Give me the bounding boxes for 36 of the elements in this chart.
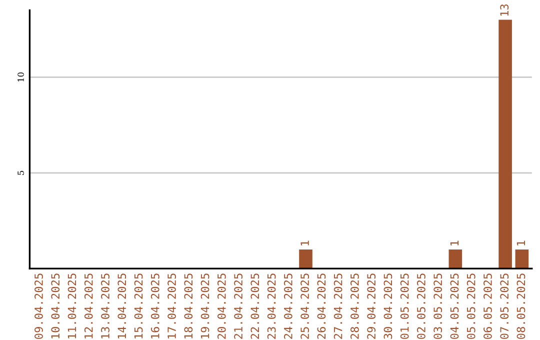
data-label: 13 (500, 4, 509, 16)
x-tick-label: 13.04.2025 (101, 274, 110, 338)
x-tick-label: 03.05.2025 (434, 274, 442, 339)
x-tick-label: 07.05.2025 (500, 274, 509, 339)
x-tick-label: 04.05.2025 (450, 274, 459, 339)
x-tick-label: 28.04.2025 (350, 274, 359, 339)
x-tick-label: 24.04.2025 (284, 274, 292, 339)
data-label: 1 (516, 240, 526, 246)
x-tick-label: 26.04.2025 (317, 274, 326, 339)
x-tick-label: 02.05.2025 (416, 274, 426, 339)
x-tick-label: 12.04.2025 (84, 274, 93, 338)
x-tick-label: 30.04.2025 (384, 274, 392, 339)
data-label: 1 (300, 240, 309, 246)
x-tick-label: 20.04.2025 (217, 274, 226, 339)
x-tick-label: 15.04.2025 (134, 274, 143, 338)
x-tick-label: 25.04.2025 (300, 274, 309, 339)
x-tick-label: 05.05.2025 (466, 274, 476, 339)
x-tick-label: 29.04.2025 (367, 274, 376, 339)
x-tick-label: 23.04.2025 (267, 274, 276, 339)
x-tick-label: 01.05.2025 (400, 274, 409, 339)
x-tick-label: 09.04.2025 (34, 274, 43, 339)
x-tick-label: 08.05.2025 (516, 274, 526, 339)
x-tick-label: 22.04.2025 (250, 274, 260, 339)
x-tick-label: 21.04.2025 (234, 274, 242, 339)
x-tick-label: 11.04.2025 (68, 274, 76, 338)
x-tick-label: 27.04.2025 (334, 274, 342, 339)
x-tick-label: 16.04.2025 (150, 274, 160, 338)
y-tick-label: 5 (18, 170, 24, 175)
x-tick-label: 10.04.2025 (51, 274, 60, 338)
x-tick-label: 06.05.2025 (484, 274, 492, 339)
x-tick-label: 17.04.2025 (168, 274, 176, 338)
x-tick-label: 19.04.2025 (200, 274, 210, 338)
y-tick-label: 10 (18, 72, 24, 82)
x-tick-label: 14.04.2025 (118, 274, 126, 338)
data-label: 1 (450, 240, 458, 246)
x-tick-label: 18.04.2025 (184, 274, 193, 338)
